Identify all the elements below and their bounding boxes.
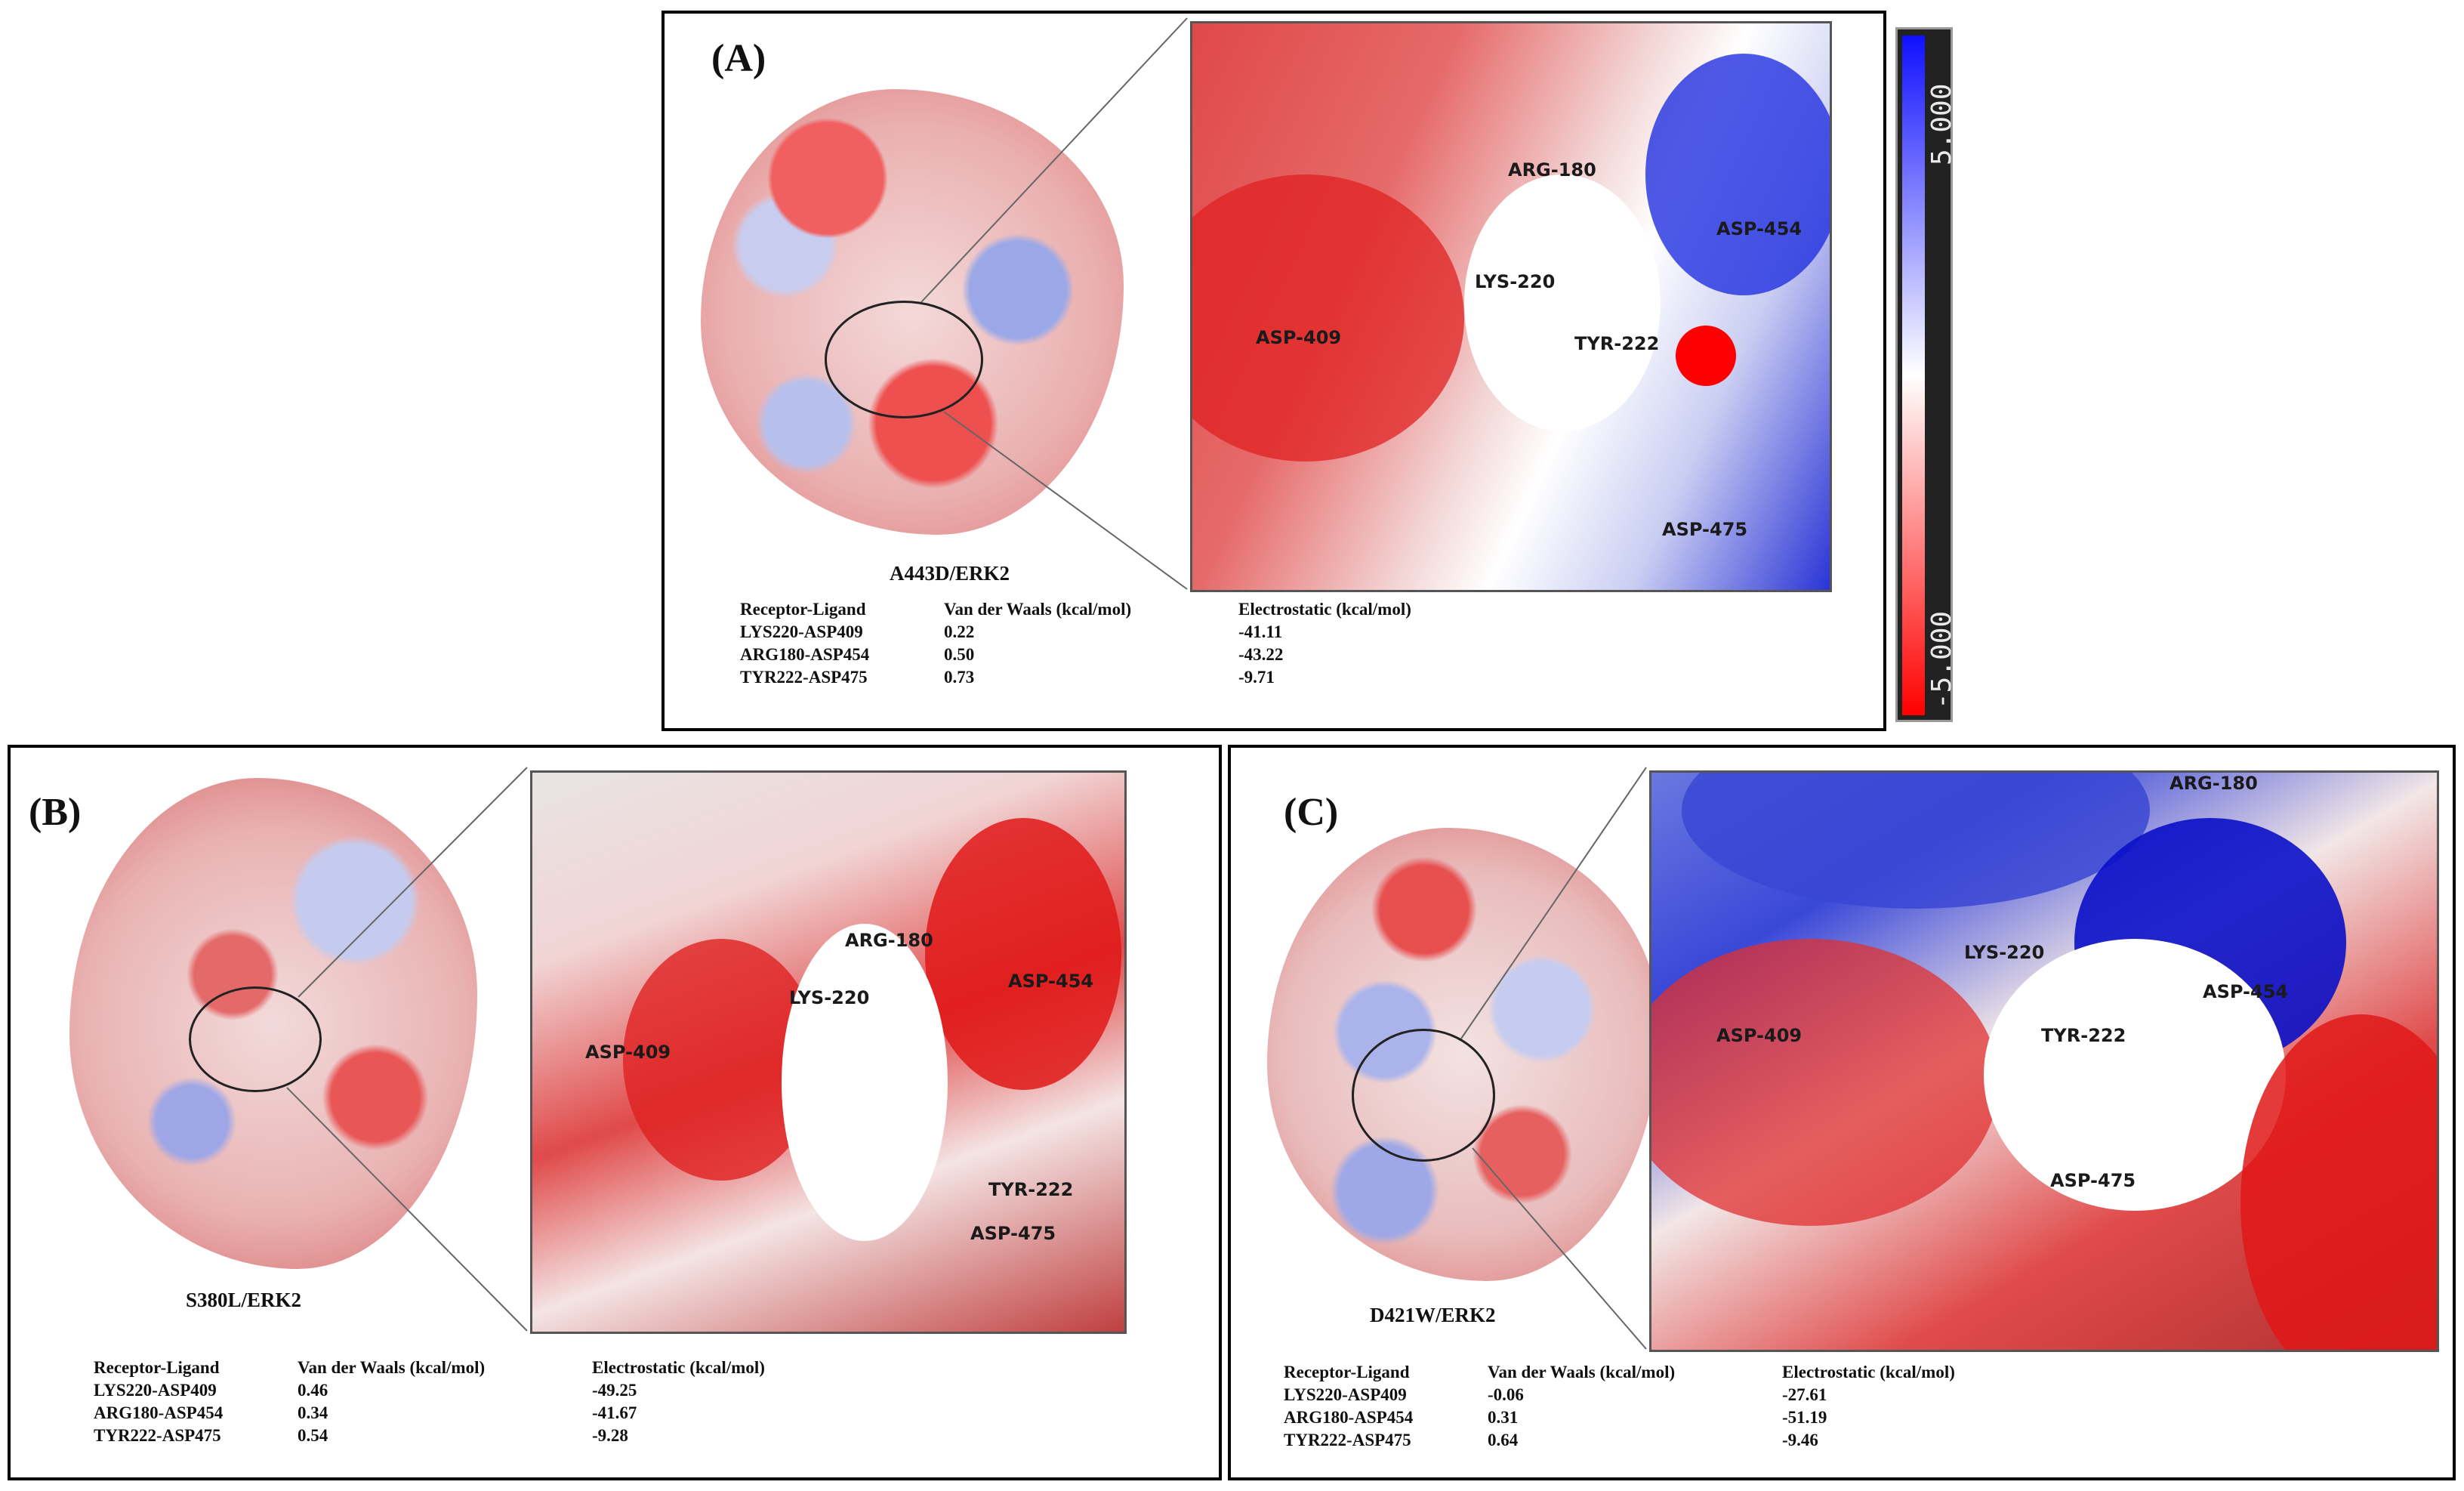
panel-c-energy-table: Receptor-Ligand Van der Waals (kcal/mol)… bbox=[1284, 1361, 1955, 1452]
panel-b-letter: (B) bbox=[29, 791, 82, 834]
panel-a-label-asp454: ASP-454 bbox=[1716, 218, 1803, 239]
color-bar-gradient bbox=[1902, 36, 1925, 715]
panel-b-label-asp475: ASP-475 bbox=[970, 1223, 1056, 1244]
cell-vdw: -0.06 bbox=[1488, 1385, 1524, 1404]
header-elec: Electrostatic (kcal/mol) bbox=[592, 1358, 765, 1377]
cell-elec: -41.67 bbox=[592, 1403, 637, 1422]
cell-vdw: 0.50 bbox=[944, 645, 975, 664]
cell-pair: TYR222-ASP475 bbox=[1284, 1431, 1411, 1449]
panel-c-label-tyr222: TYR-222 bbox=[2041, 1025, 2126, 1046]
color-bar-max-label: 5.000 bbox=[1926, 83, 1957, 165]
panel-b-label-tyr222: TYR-222 bbox=[988, 1179, 1074, 1200]
panel-c-letter: (C) bbox=[1284, 791, 1339, 834]
panel-b-zoom-view: ARG-180 LYS-220 ASP-454 ASP-409 TYR-222 … bbox=[530, 770, 1127, 1334]
cell-vdw: 0.64 bbox=[1488, 1431, 1519, 1449]
panel-a-pocket bbox=[1464, 174, 1661, 431]
table-row: LYS220-ASP409 -0.06 -27.61 bbox=[1284, 1384, 1955, 1406]
cell-vdw: 0.73 bbox=[944, 668, 975, 687]
panel-a-label-lys220: LYS-220 bbox=[1475, 271, 1556, 292]
panel-a-caption: A443D/ERK2 bbox=[890, 562, 1010, 585]
cell-elec: -43.22 bbox=[1238, 645, 1284, 664]
header-vdw: Van der Waals (kcal/mol) bbox=[1488, 1363, 1676, 1381]
cell-elec: -9.46 bbox=[1782, 1431, 1818, 1449]
panel-a-binding-site-circle bbox=[825, 301, 983, 418]
table-row: ARG180-ASP454 0.34 -41.67 bbox=[94, 1402, 765, 1425]
table-row: TYR222-ASP475 0.54 -9.28 bbox=[94, 1425, 765, 1447]
panel-b-label-asp454: ASP-454 bbox=[1008, 971, 1094, 992]
panel-c: (C) D421W/ERK2 ARG-180 LYS-220 ASP-454 A… bbox=[1228, 745, 2456, 1480]
panel-a-energy-table: Receptor-Ligand Van der Waals (kcal/mol)… bbox=[740, 598, 1411, 689]
table-header-row: Receptor-Ligand Van der Waals (kcal/mol)… bbox=[740, 598, 1411, 621]
panel-c-zoom-view: ARG-180 LYS-220 ASP-454 ASP-409 TYR-222 … bbox=[1649, 770, 2439, 1352]
panel-a-label-asp409: ASP-409 bbox=[1256, 327, 1342, 348]
panel-a-label-tyr222: TYR-222 bbox=[1574, 333, 1660, 354]
panel-a-zoom-view: ARG-180 LYS-220 ASP-454 ASP-409 TYR-222 … bbox=[1190, 21, 1832, 592]
panel-c-label-arg180: ARG-180 bbox=[2169, 773, 2258, 794]
panel-a-label-arg180: ARG-180 bbox=[1508, 159, 1596, 181]
table-row: LYS220-ASP409 0.46 -49.25 bbox=[94, 1379, 765, 1402]
table-row: TYR222-ASP475 0.73 -9.71 bbox=[740, 666, 1411, 689]
cell-elec: -27.61 bbox=[1782, 1385, 1827, 1404]
panel-c-label-lys220: LYS-220 bbox=[1964, 942, 2045, 963]
cell-vdw: 0.34 bbox=[298, 1403, 328, 1422]
cell-pair: TYR222-ASP475 bbox=[740, 668, 868, 687]
panel-c-red-surface bbox=[1651, 939, 1999, 1226]
panel-c-binding-site-circle bbox=[1352, 1029, 1495, 1162]
cell-elec: -41.11 bbox=[1238, 622, 1283, 641]
header-vdw: Van der Waals (kcal/mol) bbox=[944, 600, 1132, 619]
panel-b-red-surface-right bbox=[925, 818, 1121, 1090]
cell-elec: -9.71 bbox=[1238, 668, 1275, 687]
cell-elec: -9.28 bbox=[592, 1426, 628, 1445]
table-row: ARG180-ASP454 0.50 -43.22 bbox=[740, 644, 1411, 666]
header-pair: Receptor-Ligand bbox=[94, 1358, 220, 1377]
panel-c-label-asp475: ASP-475 bbox=[2050, 1170, 2136, 1191]
panel-c-label-asp454: ASP-454 bbox=[2203, 981, 2289, 1002]
cell-pair: LYS220-ASP409 bbox=[94, 1381, 217, 1400]
panel-c-blue-surface bbox=[1682, 773, 2150, 909]
panel-b-pocket bbox=[782, 924, 948, 1241]
panel-a-label-asp475: ASP-475 bbox=[1662, 519, 1748, 540]
cell-pair: LYS220-ASP409 bbox=[1284, 1385, 1407, 1404]
table-header-row: Receptor-Ligand Van der Waals (kcal/mol)… bbox=[94, 1357, 765, 1379]
panel-b-label-lys220: LYS-220 bbox=[789, 987, 870, 1008]
cell-vdw: 0.31 bbox=[1488, 1408, 1519, 1427]
panel-a-red-knob bbox=[1676, 326, 1736, 386]
header-vdw: Van der Waals (kcal/mol) bbox=[298, 1358, 486, 1377]
panel-c-caption: D421W/ERK2 bbox=[1370, 1304, 1496, 1326]
panel-c-pocket bbox=[1984, 939, 2286, 1211]
panel-a-letter: (A) bbox=[711, 37, 766, 80]
panel-b-binding-site-circle bbox=[189, 986, 322, 1092]
panel-b-label-asp409: ASP-409 bbox=[585, 1042, 671, 1063]
header-pair: Receptor-Ligand bbox=[1284, 1363, 1410, 1381]
color-bar-min-label: -5.000 bbox=[1926, 610, 1957, 709]
cell-pair: ARG180-ASP454 bbox=[740, 645, 870, 664]
table-row: TYR222-ASP475 0.64 -9.46 bbox=[1284, 1429, 1955, 1452]
cell-vdw: 0.46 bbox=[298, 1381, 328, 1400]
panel-b-caption: S380L/ERK2 bbox=[186, 1289, 302, 1311]
panel-a-red-surface bbox=[1192, 174, 1464, 462]
cell-pair: ARG180-ASP454 bbox=[1284, 1408, 1414, 1427]
electrostatic-color-bar: 5.000 -5.000 bbox=[1895, 27, 1957, 722]
panel-b-label-arg180: ARG-180 bbox=[845, 930, 933, 951]
panel-c-label-asp409: ASP-409 bbox=[1716, 1025, 1803, 1046]
cell-vdw: 0.22 bbox=[944, 622, 975, 641]
header-elec: Electrostatic (kcal/mol) bbox=[1238, 600, 1411, 619]
cell-pair: TYR222-ASP475 bbox=[94, 1426, 221, 1445]
header-pair: Receptor-Ligand bbox=[740, 600, 866, 619]
panel-a-blue-surface bbox=[1645, 54, 1830, 295]
panel-b-energy-table: Receptor-Ligand Van der Waals (kcal/mol)… bbox=[94, 1357, 765, 1447]
panel-b: (B) S380L/ERK2 ARG-180 LYS-220 ASP-454 A… bbox=[8, 745, 1222, 1480]
cell-vdw: 0.54 bbox=[298, 1426, 328, 1445]
table-header-row: Receptor-Ligand Van der Waals (kcal/mol)… bbox=[1284, 1361, 1955, 1384]
cell-pair: ARG180-ASP454 bbox=[94, 1403, 224, 1422]
cell-pair: LYS220-ASP409 bbox=[740, 622, 863, 641]
cell-elec: -51.19 bbox=[1782, 1408, 1827, 1427]
panel-a: (A) A443D/ERK2 ARG-180 LYS-220 ASP-454 A… bbox=[661, 11, 1886, 731]
table-row: LYS220-ASP409 0.22 -41.11 bbox=[740, 621, 1411, 644]
cell-elec: -49.25 bbox=[592, 1381, 637, 1400]
header-elec: Electrostatic (kcal/mol) bbox=[1782, 1363, 1955, 1381]
table-row: ARG180-ASP454 0.31 -51.19 bbox=[1284, 1406, 1955, 1429]
